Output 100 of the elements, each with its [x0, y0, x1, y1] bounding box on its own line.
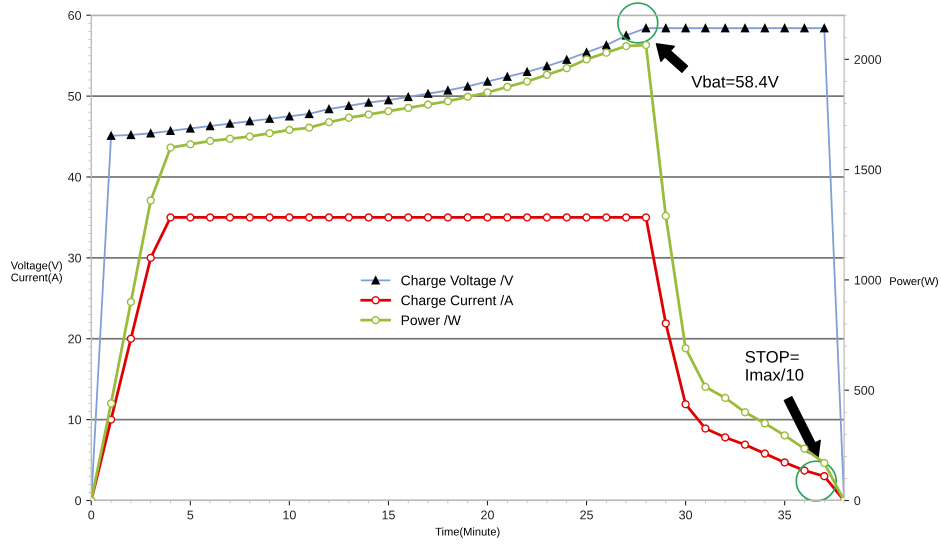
point — [562, 213, 571, 222]
point — [424, 100, 432, 109]
point — [800, 466, 809, 475]
point — [642, 40, 650, 50]
point — [126, 334, 136, 343]
point — [681, 400, 690, 408]
point — [780, 431, 789, 440]
point — [483, 213, 492, 222]
point — [542, 213, 552, 222]
point — [602, 48, 611, 57]
y2-tick-label: 0 — [854, 496, 860, 506]
y-tick-label: 40 — [68, 172, 82, 182]
legend-label: Charge Voltage /V — [401, 275, 514, 288]
y-axis-title: Voltage(V) Current(A) — [10, 261, 62, 284]
point — [820, 472, 828, 480]
point — [562, 64, 571, 72]
x-tick-label: 20 — [481, 510, 494, 520]
point — [681, 344, 690, 352]
point — [364, 110, 373, 119]
point — [483, 88, 492, 97]
point — [364, 213, 373, 222]
point — [344, 114, 353, 122]
point — [721, 433, 730, 442]
y2-tick-label: 1000 — [854, 276, 882, 285]
point — [701, 424, 710, 433]
point — [226, 213, 234, 222]
point — [760, 419, 769, 428]
point — [464, 213, 472, 222]
point — [701, 382, 710, 392]
legend-label: Charge Current /A — [401, 295, 514, 308]
y-tick-label: 10 — [68, 415, 82, 424]
point — [265, 129, 274, 138]
point — [285, 126, 294, 134]
point — [404, 213, 412, 222]
point — [226, 134, 234, 143]
point — [740, 440, 750, 449]
y-tick-label: 0 — [75, 496, 82, 506]
y2-axis-title: Power(W) — [890, 276, 938, 288]
y-tick-label: 60 — [68, 11, 82, 20]
point — [662, 319, 670, 328]
point — [642, 213, 650, 222]
y-tick-label: 50 — [68, 92, 82, 101]
point — [464, 92, 472, 102]
point — [522, 213, 532, 222]
y-tick-label: 20 — [68, 334, 82, 344]
point — [265, 213, 274, 222]
annotation: STOP= Imax/10 — [745, 350, 804, 381]
point — [206, 136, 214, 146]
point — [542, 70, 552, 79]
point — [622, 42, 630, 50]
point — [106, 399, 116, 408]
point — [344, 213, 353, 222]
point — [740, 408, 750, 416]
point — [285, 213, 294, 222]
point — [324, 118, 334, 126]
point — [444, 97, 452, 106]
point — [820, 458, 828, 468]
point — [146, 254, 155, 262]
x-tick-label: 15 — [382, 510, 395, 520]
point — [384, 213, 393, 222]
point — [780, 458, 789, 467]
point — [384, 107, 393, 116]
point — [760, 449, 769, 458]
x-tick-label: 0 — [88, 510, 94, 520]
point — [305, 124, 314, 132]
point — [186, 140, 194, 148]
point — [324, 213, 334, 222]
x-tick-label: 25 — [580, 510, 593, 520]
x-tick-label: 30 — [679, 510, 692, 520]
point — [503, 82, 512, 92]
point — [522, 77, 532, 86]
x-tick-label: 10 — [283, 510, 296, 520]
point — [582, 55, 591, 64]
point — [166, 143, 175, 152]
point — [622, 213, 630, 222]
point — [800, 444, 809, 453]
point — [186, 213, 194, 222]
point — [305, 213, 314, 222]
point — [246, 132, 254, 141]
point — [582, 213, 591, 222]
y2-tick-label: 2000 — [854, 55, 882, 64]
point — [166, 213, 175, 222]
point — [146, 196, 155, 205]
point — [721, 394, 730, 402]
x-tick-label: 5 — [187, 510, 194, 520]
point — [602, 213, 611, 222]
point — [424, 213, 432, 222]
y-tick-label: 30 — [68, 254, 82, 263]
annotation: Vbat=58.4V — [691, 75, 779, 88]
y2-tick-label: 500 — [854, 386, 874, 395]
x-tick-label: 35 — [778, 510, 792, 520]
point — [206, 213, 214, 222]
x-axis-title: Time(Minute) — [435, 527, 500, 538]
point — [246, 213, 254, 222]
point — [662, 212, 670, 220]
point — [404, 104, 412, 112]
y2-tick-label: 1500 — [854, 165, 882, 174]
point — [503, 213, 512, 222]
legend-label: Power /W — [402, 314, 461, 326]
point — [444, 213, 452, 222]
